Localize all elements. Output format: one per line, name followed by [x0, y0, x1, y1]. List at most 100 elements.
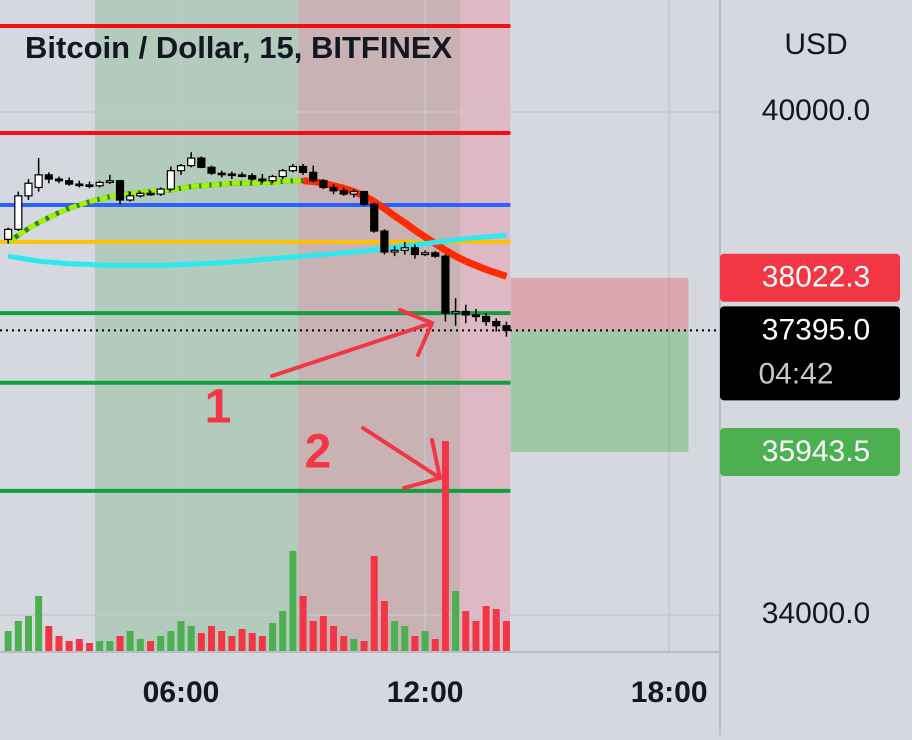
- volume-bar: [55, 636, 62, 651]
- curve-segment: [476, 237, 486, 238]
- candle-body: [371, 204, 378, 231]
- candle-body: [218, 173, 225, 175]
- candle-body: [269, 177, 276, 181]
- candle-body: [350, 192, 357, 195]
- volume-bar: [157, 636, 164, 651]
- curve-segment: [262, 259, 272, 260]
- annotation: 2: [305, 426, 332, 479]
- curve-segment: [232, 261, 242, 262]
- candle-body: [259, 179, 266, 181]
- candle-body: [472, 315, 479, 317]
- y-tick-label: 34000.0: [762, 597, 870, 630]
- candle-body: [96, 182, 103, 185]
- candle-body: [198, 158, 205, 167]
- position-stop: [510, 330, 688, 452]
- volume-bar: [5, 631, 12, 651]
- candle-body: [25, 183, 32, 196]
- zone: [95, 0, 298, 652]
- volume-bar: [411, 636, 418, 651]
- volume-bar: [66, 641, 73, 651]
- candle-body: [493, 322, 500, 326]
- volume-bar: [15, 621, 22, 651]
- candle-body: [147, 193, 154, 195]
- curve-segment: [39, 261, 49, 262]
- volume-bar: [289, 551, 296, 651]
- curve-segment: [415, 244, 425, 245]
- curve-segment: [395, 246, 405, 247]
- volume-bar: [188, 626, 195, 651]
- volume-bar: [117, 636, 124, 651]
- candle-body: [300, 166, 307, 172]
- curve-segment: [425, 242, 435, 243]
- curve-segment: [456, 256, 466, 261]
- curve-segment: [283, 257, 293, 258]
- candle-body: [188, 158, 195, 166]
- volume-bar: [330, 626, 337, 651]
- chart-title: Bitcoin / Dollar, 15, BITFINEX: [25, 30, 453, 65]
- volume-bar: [137, 639, 144, 651]
- candle-body: [503, 326, 510, 331]
- curve-segment: [18, 258, 28, 260]
- candle-body: [45, 175, 52, 179]
- candle-body: [330, 187, 337, 190]
- curve-segment: [273, 258, 283, 259]
- candle-body: [340, 191, 347, 194]
- volume-bar: [432, 639, 439, 651]
- volume-bar: [228, 636, 235, 651]
- curve-segment: [293, 256, 303, 257]
- candle-body: [228, 174, 235, 176]
- position-target: [510, 278, 688, 331]
- candle-body: [442, 256, 449, 313]
- candle-body: [86, 185, 93, 187]
- candle-body: [239, 175, 246, 177]
- volume-bar: [381, 601, 388, 651]
- volume-bar: [391, 621, 398, 651]
- volume-bar: [503, 621, 510, 651]
- volume-bar: [462, 611, 469, 651]
- volume-bar: [340, 636, 347, 651]
- candle-body: [55, 179, 62, 181]
- curve-segment: [496, 235, 506, 236]
- volume-bar: [239, 629, 246, 651]
- candle-body: [127, 196, 134, 200]
- volume-bar: [269, 623, 276, 651]
- candle-body: [452, 311, 459, 313]
- curve-segment: [486, 236, 496, 237]
- volume-bar: [249, 633, 256, 651]
- volume-bar: [472, 621, 479, 651]
- curve-segment: [486, 270, 496, 273]
- volume-bar: [35, 596, 42, 651]
- x-tick-label: 18:00: [631, 676, 708, 709]
- candle-body: [391, 250, 398, 252]
- countdown: 04:42: [758, 357, 833, 390]
- candle-body: [167, 171, 174, 189]
- candle-body: [401, 248, 408, 251]
- curve-segment: [456, 239, 466, 240]
- volume-bar: [218, 631, 225, 651]
- candle-body: [157, 189, 164, 194]
- x-tick-label: 12:00: [387, 676, 464, 709]
- price-label: 35943.5: [762, 435, 870, 468]
- candle-body: [137, 193, 144, 196]
- volume-bar: [350, 639, 357, 651]
- volume-bar: [422, 631, 429, 651]
- candle-body: [462, 311, 469, 314]
- curve-segment: [49, 262, 59, 263]
- volume-bar: [178, 621, 185, 651]
- curve-segment: [313, 254, 323, 255]
- curve-segment: [8, 256, 18, 258]
- candle-body: [361, 192, 368, 205]
- curve-segment: [476, 265, 486, 269]
- volume-bar: [167, 631, 174, 651]
- volume-bar: [106, 641, 113, 651]
- annotation: 1: [205, 381, 232, 434]
- volume-bar: [320, 616, 327, 651]
- volume-bar: [361, 641, 368, 651]
- volume-bar: [198, 633, 205, 651]
- candle-body: [66, 181, 73, 184]
- candle-body: [15, 196, 22, 230]
- candle-body: [483, 317, 490, 322]
- curve-segment: [323, 254, 333, 255]
- curve-segment: [334, 253, 344, 254]
- curve-segment: [344, 252, 354, 253]
